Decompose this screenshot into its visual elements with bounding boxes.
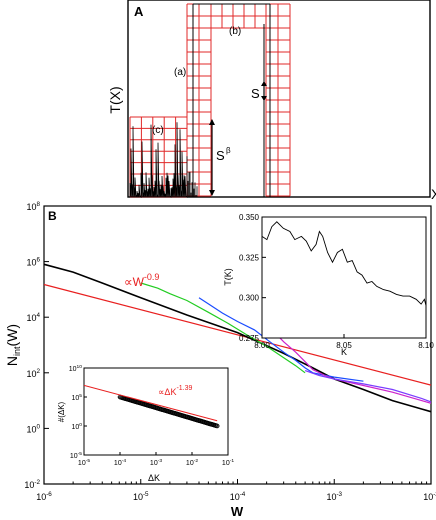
s-arrow	[261, 81, 267, 101]
main-fit-label: ∝W-0.9	[124, 272, 159, 289]
inset-left-ticks: 10-5 10-4 10-3 10-2 10-1 10-5 100 105 1010	[69, 364, 235, 467]
inset-left-x-tick-label: 10-5	[78, 458, 90, 467]
inset-left-x-tick-label: 10-3	[150, 458, 162, 467]
inset-left-ylabel: #(ΔK)	[57, 401, 66, 422]
inset-right-ylabel: T(K)	[223, 268, 233, 286]
region-label-a: (a)	[174, 67, 186, 78]
s-beta-exponent: β	[226, 146, 231, 155]
inset-right-x-tick-label: 8.00	[254, 341, 270, 350]
inset-left-y-tick-label: 100	[71, 422, 82, 431]
region-label-c: (c)	[152, 125, 164, 136]
inset-left-y-tick-label: 105	[71, 393, 82, 402]
main-fit-line	[43, 283, 432, 386]
s-label: S	[251, 86, 260, 101]
main-series-line-0	[43, 263, 432, 413]
main-x-tick-label: 10-4	[230, 491, 246, 502]
main-series-line-1	[140, 282, 306, 374]
panel-b-label: B	[48, 209, 57, 223]
main-x-tick-label: 10-5	[133, 491, 149, 502]
main-series-line-4	[304, 370, 432, 403]
inset-right-x-tick-label: 8.10	[418, 341, 434, 350]
panel-a-label: A	[134, 4, 144, 19]
inset-left-x-tick-label: 10-1	[222, 458, 234, 467]
main-axis-ticks: 10-6 10-5 10-4 10-3 10-2 10-2 100 102 104 106 108	[24, 201, 436, 502]
inset-right: 8.00 8.05 8.10 0.275 0.300 0.325 0.350 K T(K)	[223, 213, 434, 357]
inset-right-y-tick-label: 0.350	[239, 213, 260, 222]
main-series-line-3	[266, 327, 432, 404]
panel-b: B 10-610-510-410-310-210-210010210410610…	[4, 201, 436, 519]
inset-right-ticks: 8.00 8.05 8.10 0.275 0.300 0.325 0.350	[239, 213, 434, 350]
panel-a-ylabel: T(X)	[107, 86, 123, 113]
inset-right-y-tick-label: 0.275	[239, 334, 260, 343]
inset-left-frame	[83, 367, 229, 456]
main-x-tick-label: 10-6	[36, 491, 52, 502]
inset-right-x-tick-label: 8.05	[336, 341, 352, 350]
main-y-tick-label: 108	[26, 201, 40, 212]
inset-right-y-tick-label: 0.325	[239, 253, 260, 262]
main-y-tick-label: 100	[26, 423, 40, 434]
inset-left-xlabel: ΔK	[148, 473, 160, 483]
noisy-signal	[129, 122, 198, 199]
main-x-tick-label: 10-3	[326, 491, 342, 502]
inset-left-y-tick-label: 10-5	[70, 451, 82, 460]
tile-grids	[129, 3, 291, 198]
inset-right-y-tick-label: 0.300	[239, 294, 260, 303]
inset-left-y-tick-label: 1010	[69, 364, 83, 373]
main-y-tick-label: 106	[26, 257, 40, 268]
inset-left-x-tick-label: 10-2	[186, 458, 198, 467]
panel-a-frame	[127, 0, 431, 198]
main-series	[43, 263, 432, 413]
inset-left-marker	[214, 423, 220, 429]
panel-a-xlabel: X	[431, 186, 436, 202]
inset-right-series	[261, 221, 427, 306]
s-beta-label: S	[216, 148, 225, 163]
inset-right-xlabel: K	[341, 347, 347, 357]
s-beta-arrow	[209, 119, 215, 196]
main-xlabel: W	[231, 504, 244, 519]
inset-left: 10-5 10-4 10-3 10-2 10-1 10-5 100 105 1010 ∝ΔK-1…	[57, 364, 234, 483]
main-x-tick-label: 10-2	[423, 491, 436, 502]
inset-right-frame	[261, 216, 427, 339]
main-series-line-2	[198, 297, 364, 382]
region-label-b: (b)	[229, 26, 241, 37]
main-y-tick-label: 102	[26, 368, 40, 379]
inset-left-x-tick-label: 10-4	[114, 458, 126, 467]
main-ylabel: Nint(W)	[4, 324, 22, 366]
inset-left-fit-line	[83, 384, 218, 422]
panel-a: A (a) (b) (c) S S β X T(X)	[107, 0, 436, 202]
inset-left-fit-label: ∝ΔK-1.39	[158, 385, 193, 397]
main-y-tick-label: 104	[26, 312, 40, 323]
main-y-tick-label: 10-2	[24, 479, 40, 490]
